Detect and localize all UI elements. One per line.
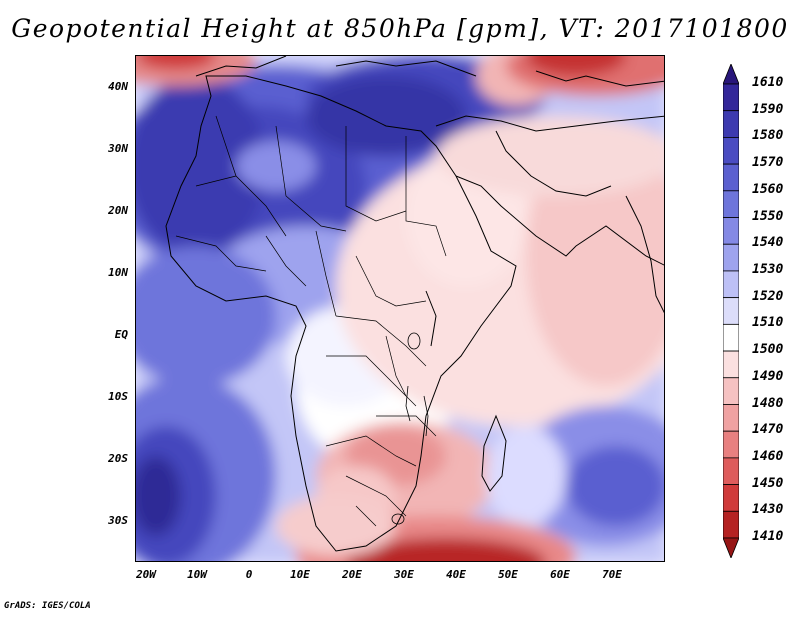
colorbar-segment <box>723 217 739 245</box>
lat-label: EQ <box>114 328 128 341</box>
country-borders <box>175 115 447 527</box>
lat-label: 20S <box>108 452 128 465</box>
colorbar-segment <box>723 430 739 459</box>
lon-label: 50E <box>498 568 518 581</box>
filled-contours <box>136 56 664 561</box>
colorbar-segment <box>723 270 739 299</box>
lon-label: 10E <box>290 568 310 581</box>
colorbar-label: 1480 <box>752 395 784 411</box>
colorbar-label: 1520 <box>752 288 784 304</box>
colorbar-segment <box>723 243 739 272</box>
colorbar-segment <box>723 163 739 192</box>
colorbar-segment <box>723 457 739 485</box>
colorbar-label: 1490 <box>752 368 784 384</box>
colorbar <box>723 64 739 558</box>
lat-label: 20N <box>108 204 128 217</box>
colorbar-label: 1560 <box>752 181 784 197</box>
height-field-map <box>136 56 664 561</box>
colorbar-label: 1550 <box>752 208 784 224</box>
grads-credit: GrADS: IGES/COLA <box>4 601 91 611</box>
colorbar-segment <box>723 350 739 379</box>
colorbar-label: 1570 <box>752 155 784 171</box>
lat-label: 10S <box>108 390 128 403</box>
lakes <box>391 332 429 525</box>
colorbar-label: 1540 <box>752 235 784 251</box>
chart-title: Geopotential Height at 850hPa [gpm], VT:… <box>11 14 789 43</box>
colorbar-label: 1530 <box>752 261 784 277</box>
colorbar-segment <box>723 484 739 512</box>
lat-label: 40N <box>108 80 128 93</box>
colorbar-label: 1580 <box>752 128 784 144</box>
lat-label: 30S <box>108 514 128 527</box>
lon-label: 20W <box>136 568 156 581</box>
colorbar-label: 1510 <box>752 315 784 331</box>
colorbar-segment <box>723 190 739 218</box>
lon-label: 40E <box>446 568 466 581</box>
colorbar-label: 1410 <box>752 529 784 544</box>
lon-label: 10W <box>187 568 207 581</box>
colorbar-segment <box>723 323 739 352</box>
colorbar-segment <box>723 377 739 405</box>
colorbar-segment <box>723 64 739 85</box>
colorbar-segment <box>723 83 739 112</box>
lon-label: 30E <box>394 568 414 581</box>
colorbar-segment <box>723 510 739 539</box>
lon-label: 70E <box>602 568 622 581</box>
lat-label: 30N <box>108 142 128 155</box>
lat-label: 10N <box>108 266 128 279</box>
lon-label: 60E <box>550 568 570 581</box>
colorbar-label: 1500 <box>752 342 784 358</box>
colorbar-label: 1450 <box>752 475 784 491</box>
map-panel <box>135 55 665 562</box>
colorbar-label: 1460 <box>752 448 784 464</box>
colorbar-segment <box>723 404 739 432</box>
coastlines <box>165 56 664 552</box>
colorbar-label: 1590 <box>752 101 784 117</box>
colorbar-label: 1610 <box>752 75 784 90</box>
colorbar-segment <box>723 110 739 138</box>
colorbar-segment <box>723 537 739 558</box>
lon-label: 20E <box>342 568 362 581</box>
colorbar-label: 1430 <box>752 502 784 518</box>
colorbar-label: 1470 <box>752 422 784 438</box>
lon-label: 0 <box>245 568 253 581</box>
colorbar-segment <box>723 297 739 325</box>
colorbar-segment <box>723 137 739 165</box>
